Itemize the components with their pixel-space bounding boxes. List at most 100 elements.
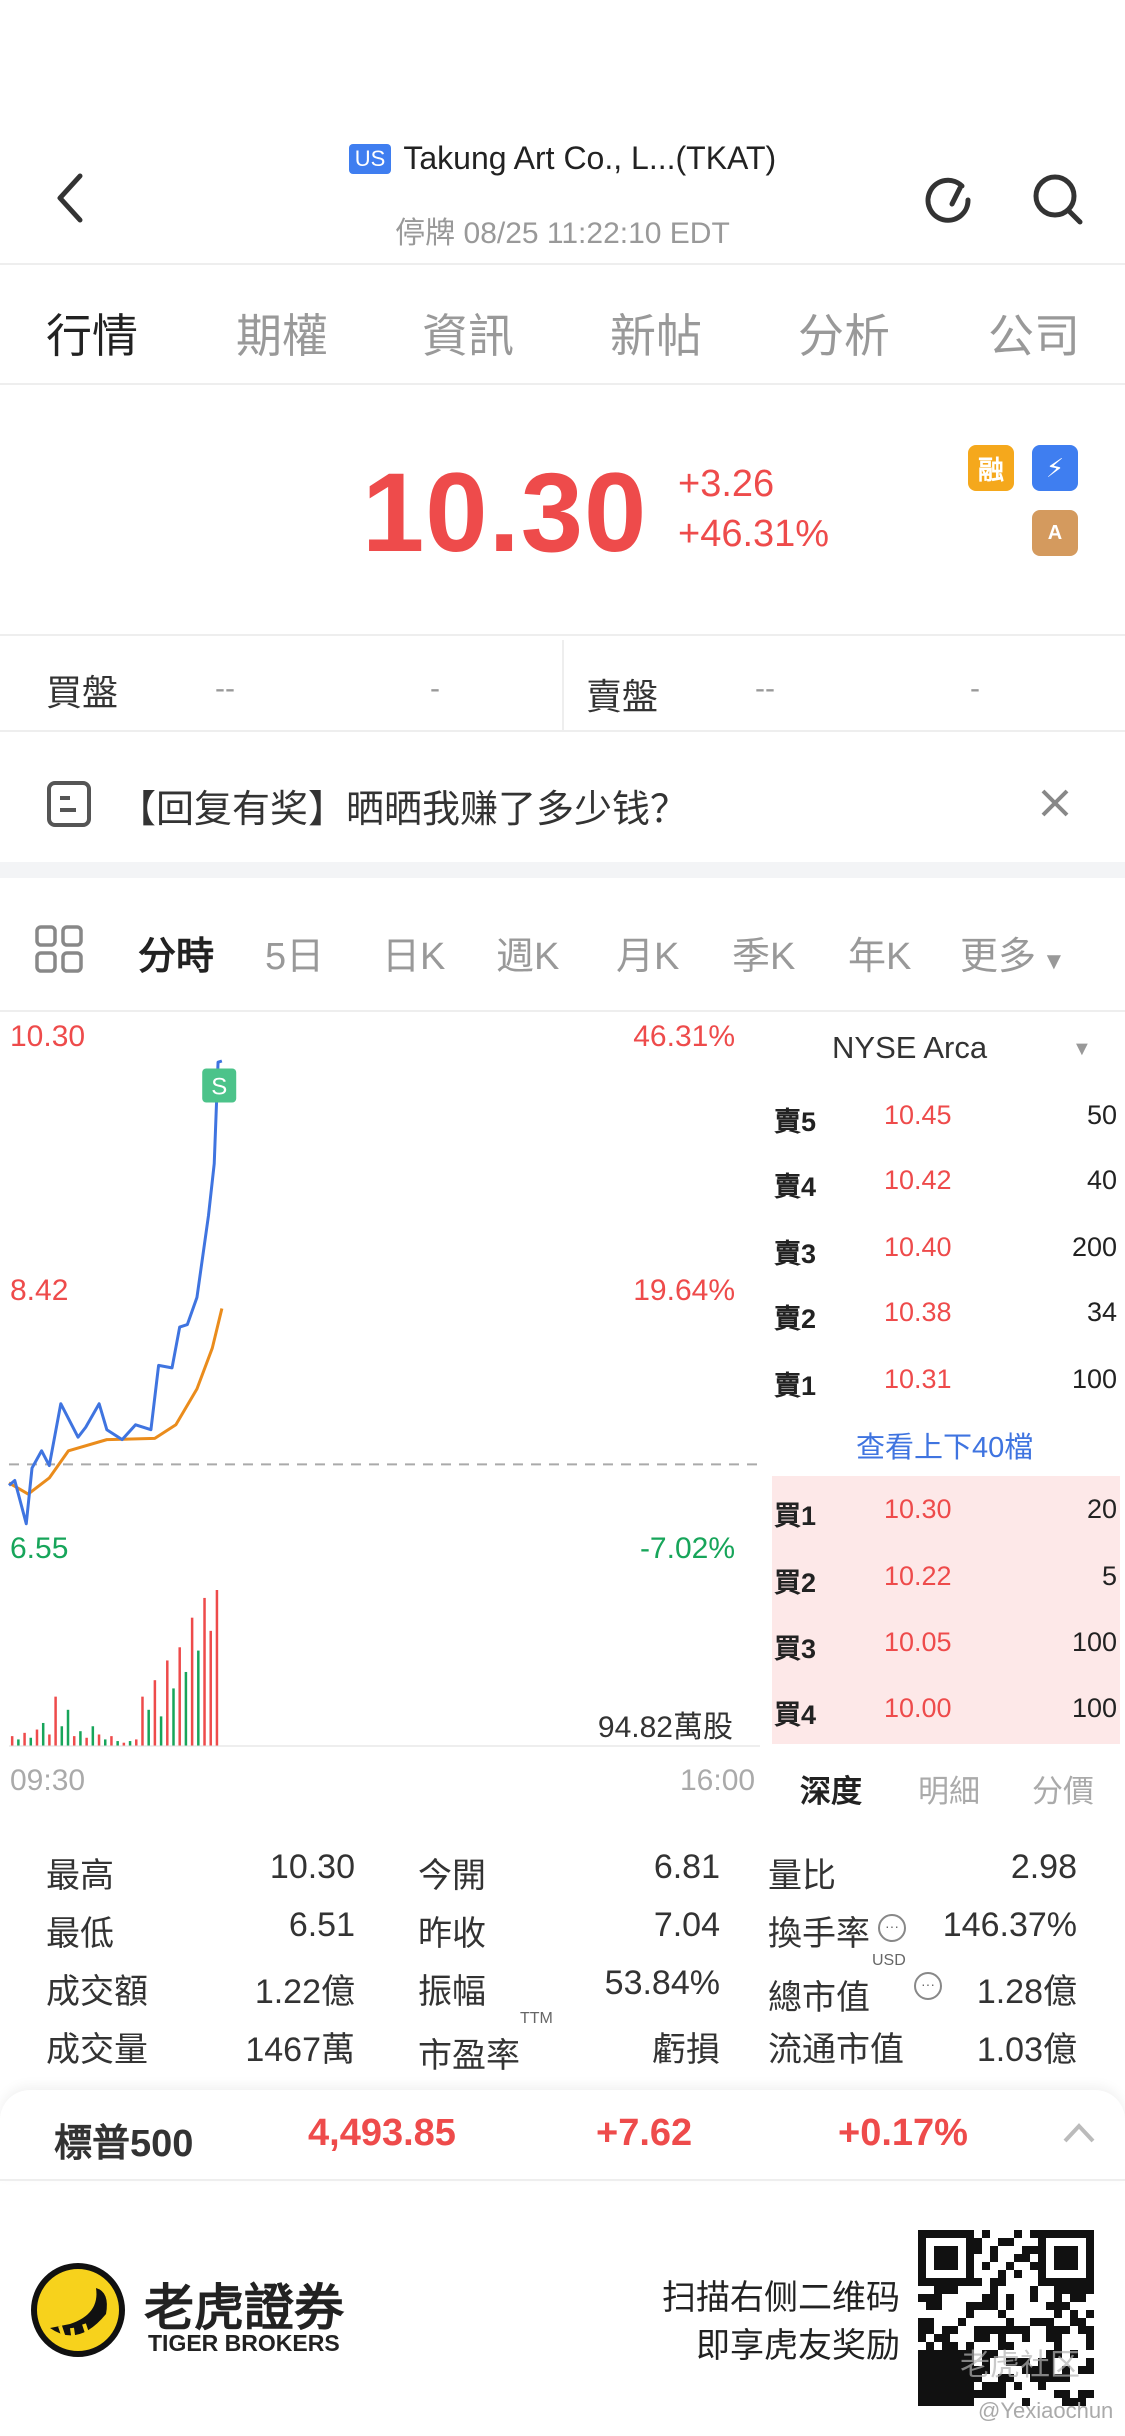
qr-module [1086,2334,1094,2342]
stat-value: 1.28億 [976,1973,1077,2011]
qr-module [958,2278,966,2286]
ob-tab-price-dist[interactable]: 分價 [1032,1774,1094,1809]
qr-module [934,2230,942,2238]
qr-module [982,2334,990,2342]
volume-bar [147,1709,150,1746]
qr-module [950,2342,958,2350]
volume-bar [209,1630,212,1746]
announcement-banner[interactable]: 【回复有奖】晒晒我赚了多少钱？ [0,740,1125,860]
tab-news[interactable]: 資訊 [422,310,514,362]
ask-level-label: 賣1 [774,1371,817,1401]
info-icon[interactable]: ··· [878,1914,906,1942]
info-icon[interactable]: ··· [914,1972,942,2000]
grid-menu-icon[interactable] [34,924,84,974]
back-button[interactable] [50,170,90,226]
qr-module [1086,2230,1094,2238]
qr-module [998,2270,1006,2278]
qr-module [950,2358,958,2366]
qr-module [958,2374,966,2382]
qr-module [934,2350,942,2358]
chart-tab-intraday[interactable]: 分時 [138,936,215,978]
exchange-selector[interactable]: NYSE Arca [832,1030,988,1065]
volume-bar [10,1736,14,1746]
qr-module [958,2230,966,2238]
margin-badge[interactable]: 融 [968,445,1014,491]
market-badge: US [348,143,392,174]
brand-name-cn: 老虎證券 [144,2280,344,2336]
qr-module [918,2294,926,2302]
stat-value: 虧損 [652,2031,720,2069]
qr-module [1070,2318,1078,2326]
price-line [8,1059,223,1526]
intraday-chart[interactable]: S [0,0,770,1760]
qr-module [1078,2390,1086,2398]
volume-bar [85,1737,88,1746]
qr-module [1054,2254,1062,2262]
qr-module [1078,2230,1086,2238]
chart-tab-monthly[interactable]: 月K [616,936,680,978]
qr-module [950,2366,958,2374]
refresh-button[interactable] [922,172,976,226]
qr-module [934,2390,942,2398]
bid-level-label: 買2 [774,1568,817,1598]
lightning-icon[interactable]: ⚡ [1032,445,1078,491]
stat-label: 今開 [418,1857,486,1895]
qr-module [934,2358,942,2366]
qr-module [934,2374,942,2382]
search-button[interactable] [1030,170,1086,228]
chart-tab-more[interactable]: 更多 ▼ [960,925,1066,980]
qr-module [998,2326,1006,2334]
chart-tab-daily[interactable]: 日K [382,936,446,978]
ob-tab-trades[interactable]: 明細 [918,1774,980,1809]
ob-tab-depth[interactable]: 深度 [800,1774,862,1809]
view-40-levels-link[interactable]: 查看上下40檔 [856,1432,1034,1464]
chart-tab-quarterly[interactable]: 季K [732,936,796,978]
close-icon[interactable] [1040,788,1070,818]
layers-a-icon[interactable]: A [1032,510,1078,556]
bid-size: 100 [1071,1627,1117,1657]
tab-options[interactable]: 期權 [236,310,328,362]
qr-module [1078,2398,1086,2406]
qr-module [942,2390,950,2398]
qr-module [1006,2318,1014,2326]
qr-module [1062,2286,1070,2294]
qr-module [942,2286,950,2294]
qr-module [1062,2398,1070,2406]
volume-bar [103,1739,107,1746]
qr-module [918,2398,926,2406]
qr-module [1038,2374,1046,2382]
tab-company[interactable]: 公司 [988,310,1080,362]
chart-tab-yearly[interactable]: 年K [848,936,912,978]
dropdown-icon[interactable]: ▼ [1072,1038,1092,1060]
qr-module [942,2398,950,2406]
qr-module [990,2302,998,2310]
qr-module [918,2358,926,2366]
stat-label: 量比 [768,1857,836,1895]
tab-posts[interactable]: 新帖 [610,310,702,362]
stat-label: 市盈率 [418,2037,520,2075]
qr-module [1014,2326,1022,2334]
index-ticker-bar[interactable]: 標普500 4,493.85 +7.62 +0.17% [0,2090,1125,2180]
qr-module [918,2366,926,2374]
tab-analysis[interactable]: 分析 [798,310,890,362]
qr-code[interactable] [918,2230,1094,2406]
search-icon [1033,174,1083,225]
tab-quote[interactable]: 行情 [46,310,138,362]
chevron-up-icon[interactable] [1062,2122,1096,2144]
pct-label-low: -7.02% [639,1532,735,1565]
chart-tab-weekly[interactable]: 週K [496,936,560,978]
ask-size: 40 [1086,1165,1117,1195]
qr-module [1038,2318,1046,2326]
price-change-pct: +46.31% [678,513,830,555]
qr-module [966,2246,974,2254]
qr-module [942,2366,950,2374]
qr-module [982,2294,990,2302]
qr-module [1038,2246,1046,2254]
volume-bar [159,1716,163,1746]
ask-size: 200 [1071,1232,1117,1262]
qr-module [1022,2246,1030,2254]
qr-module [918,2334,926,2342]
chart-tab-5day[interactable]: 5日 [265,936,325,978]
stat-label: 換手率 [768,1915,870,1953]
bid-size: 20 [1086,1494,1117,1524]
